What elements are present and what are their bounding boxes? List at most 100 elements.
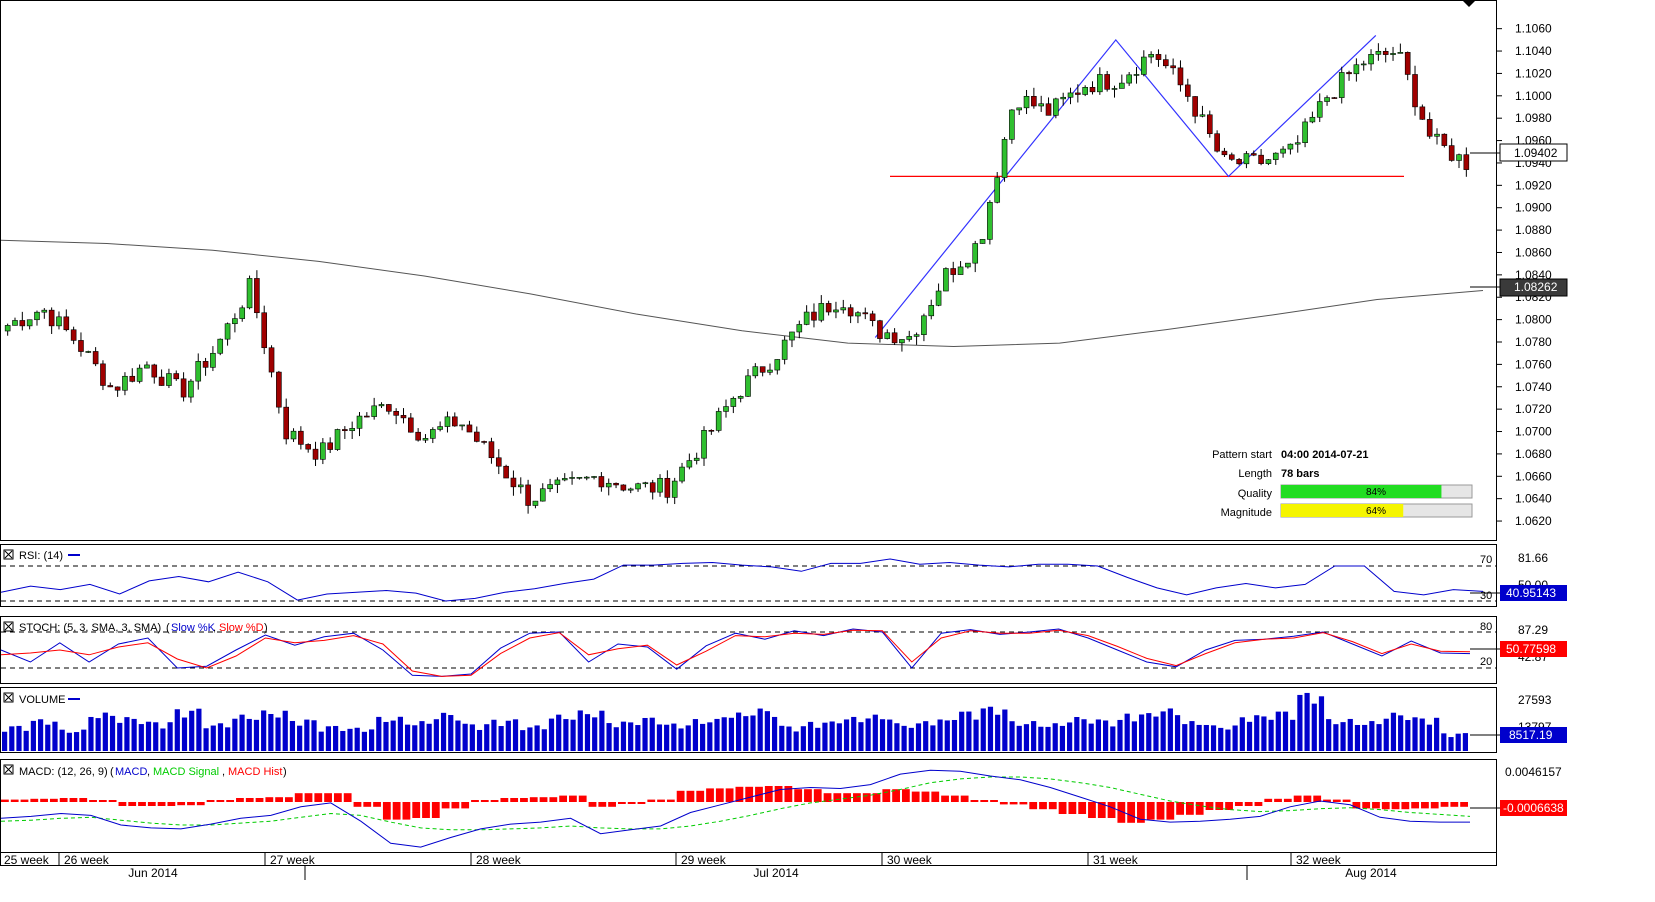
volume-bar	[995, 714, 1001, 751]
volume-bar	[721, 717, 727, 751]
volume-bar	[879, 719, 886, 751]
macd-hist-bar	[490, 800, 499, 802]
macd-hist-bar	[559, 795, 568, 802]
volume-bar	[217, 723, 224, 751]
volume-bar	[829, 721, 835, 751]
scroll-arrow-icon[interactable]	[1463, 1, 1475, 7]
volume-bar	[2, 731, 8, 751]
week-label-31: 31 week	[1093, 853, 1139, 867]
volume-bar	[268, 713, 274, 751]
macd-hist-bar	[147, 802, 156, 806]
volume-bar	[325, 726, 332, 751]
volume-bar	[117, 722, 123, 751]
volume-bar	[1002, 709, 1008, 751]
candles	[4, 43, 1470, 514]
week-label-30: 30 week	[887, 853, 933, 867]
volume-bar	[937, 719, 943, 751]
macd-hist-bar	[1391, 802, 1400, 810]
macd-hist-bar	[1107, 802, 1116, 818]
volume-bar	[448, 715, 454, 751]
candle-body	[1404, 52, 1411, 75]
volume-bar	[1167, 708, 1173, 751]
macd-hist-bar	[285, 797, 293, 802]
macd-hist-bar	[1450, 802, 1459, 807]
macd-hist-bar	[236, 798, 244, 802]
macd-current-label: -0.0006638	[1503, 801, 1564, 815]
volume-bar	[548, 718, 555, 751]
candle-body	[525, 484, 531, 506]
candle-body	[19, 320, 26, 327]
volume-bar	[1182, 724, 1188, 751]
candle-body	[598, 476, 605, 488]
macd-hist-bar	[138, 802, 146, 806]
candle-body	[1375, 51, 1382, 55]
volume-bar	[887, 719, 893, 751]
macd-hist-bar	[1097, 802, 1106, 818]
macd-hist-bar	[941, 795, 949, 802]
volume-bar	[1390, 712, 1397, 751]
macd-hist-bar	[686, 790, 695, 802]
time-axis: 25 week 26 week 27 week 28 week 29 week …	[4, 853, 1397, 880]
macd-legend-sep2: ,	[222, 766, 225, 778]
candle-body	[1331, 97, 1338, 99]
close-icon	[4, 550, 13, 559]
macd-hist-bar	[1440, 802, 1449, 807]
volume-bar	[620, 721, 627, 751]
volume-bar	[297, 725, 303, 751]
volume-bar	[1074, 717, 1080, 751]
candle-body	[1390, 53, 1396, 55]
volume-bar	[771, 716, 778, 751]
macd-hist-bar	[735, 786, 744, 802]
volume-bar	[858, 722, 864, 751]
macd-hist-bar	[647, 799, 656, 802]
stoch-paren-open: (	[166, 622, 170, 634]
volume-bar	[181, 717, 188, 751]
candle-body	[1141, 56, 1147, 75]
volume-bar	[570, 719, 576, 751]
volume-bar	[1052, 723, 1058, 751]
volume-bar	[102, 712, 108, 751]
volume-bar	[656, 724, 663, 751]
candle-body	[1353, 64, 1360, 75]
macd-histogram	[1, 786, 1468, 823]
volume-bar	[1045, 726, 1051, 751]
week-axis-frame	[0, 852, 1497, 866]
candle-body	[1368, 54, 1374, 65]
candle-body	[1272, 152, 1279, 160]
macd-hist-bar	[1372, 802, 1380, 809]
candle-body	[510, 477, 517, 488]
macd-hist-bar	[1225, 802, 1233, 810]
candle-body	[386, 404, 392, 412]
volume-bar	[1110, 726, 1116, 751]
volume-bar	[340, 730, 346, 751]
candle-body	[1031, 95, 1037, 107]
macd-hist-bar	[569, 795, 577, 802]
macd-hist-bar	[451, 802, 460, 809]
price-axis-label: 1.0980	[1515, 111, 1552, 125]
candle-body	[356, 415, 363, 429]
macd-hist-bar	[206, 800, 215, 802]
macd-hist-bar	[1401, 802, 1410, 810]
macd-hist-bar	[970, 800, 979, 802]
candle-body	[1082, 87, 1088, 95]
volume-bar	[642, 717, 648, 751]
macd-hist-bar	[843, 793, 852, 802]
candle-body	[1016, 107, 1023, 111]
candle-body	[701, 430, 707, 459]
candle-body	[862, 312, 869, 315]
stoch-current-label: 50.77598	[1506, 642, 1556, 656]
stoch-level-20-label: 20	[1480, 656, 1492, 668]
candle-body	[1346, 72, 1352, 75]
volume-axis-top-label: 27593	[1518, 693, 1552, 707]
macd-hist-bar	[823, 793, 832, 802]
volume-bar	[347, 728, 353, 751]
candle-body	[1045, 103, 1052, 116]
macd-hist-bar	[10, 799, 19, 802]
volume-bar	[131, 718, 137, 751]
candle-body	[1111, 88, 1118, 90]
volume-bar	[779, 725, 785, 751]
volume-bar	[1419, 718, 1425, 751]
ma-price-marker: 1.08262	[1470, 278, 1568, 297]
candle-body	[796, 324, 803, 333]
